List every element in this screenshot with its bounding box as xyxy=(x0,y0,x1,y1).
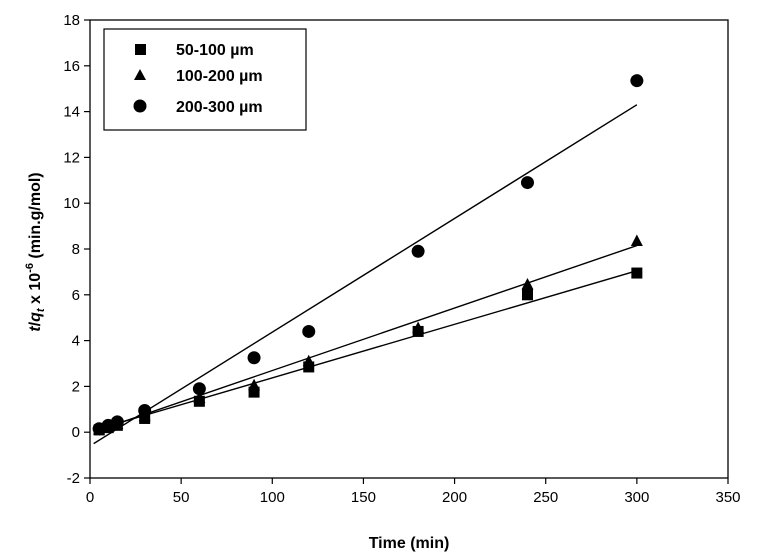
x-tick-label: 0 xyxy=(86,489,94,506)
x-tick-label: 200 xyxy=(442,489,467,506)
legend-marker-triangle xyxy=(134,69,146,80)
y-tick-label: 6 xyxy=(72,287,80,304)
y-axis-title-q: q xyxy=(27,312,44,322)
data-point-series-3 xyxy=(520,176,534,190)
x-tick-label: 250 xyxy=(533,489,558,506)
y-tick-label: 8 xyxy=(72,241,80,258)
x-tick-label: 100 xyxy=(260,489,285,506)
y-tick-label: 12 xyxy=(63,149,80,166)
fit-line-series-1 xyxy=(98,270,638,430)
data-point-series-3 xyxy=(411,244,425,258)
y-tick-label: -2 xyxy=(67,470,80,487)
axis-ticks: 0 50 100 150 200 250 300 350 -2 0 2 4 6 8 10 12 14 16 18 xyxy=(63,12,740,506)
y-axis-title-subscript: t xyxy=(35,307,47,312)
data-point-series-2 xyxy=(248,378,261,391)
data-point-series-3 xyxy=(192,382,206,396)
data-point-series-2 xyxy=(412,321,425,334)
y-tick-label: 0 xyxy=(72,424,80,441)
fit-line-series-3 xyxy=(93,104,638,445)
fit-lines xyxy=(93,104,638,445)
data-point-series-2 xyxy=(630,234,643,246)
x-tick-label: 300 xyxy=(624,489,649,506)
data-point-series-1 xyxy=(521,289,533,301)
data-point-series-2 xyxy=(521,277,534,290)
y-tick-label: 10 xyxy=(63,195,80,212)
x-tick-label: 50 xyxy=(173,489,190,506)
y-axis-title-unit: (min.g/mol) xyxy=(27,172,44,263)
data-point-series-1 xyxy=(631,267,643,279)
data-point-series-2 xyxy=(193,391,206,403)
y-axis-title: t/qt x 10-6 (min.g/mol) xyxy=(24,172,47,331)
data-point-series-3 xyxy=(247,351,261,365)
legend-label-100-200: 100-200 µm xyxy=(176,68,263,85)
y-tick-label: 2 xyxy=(72,378,80,395)
legend: 50-100 µm 100-200 µm 200-300 µm xyxy=(103,28,307,131)
data-point-series-1 xyxy=(248,386,260,398)
data-point-series-3 xyxy=(138,403,152,417)
y-tick-label: 4 xyxy=(72,333,80,350)
data-point-series-3 xyxy=(630,74,644,88)
x-axis-title: Time (min) xyxy=(369,535,450,552)
fit-line-series-2 xyxy=(98,244,638,431)
legend-label-50-100: 50-100 µm xyxy=(176,42,254,59)
y-tick-label: 16 xyxy=(63,58,80,75)
data-point-series-2 xyxy=(302,354,315,367)
y-tick-label: 14 xyxy=(63,104,80,121)
data-point-series-3 xyxy=(302,324,316,338)
plot-frame xyxy=(89,19,729,479)
y-tick-label: 18 xyxy=(63,12,80,29)
legend-marker-circle xyxy=(133,99,147,113)
legend-marker-square xyxy=(135,44,146,55)
y-axis-title-t: t xyxy=(27,326,44,332)
legend-label-200-300: 200-300 µm xyxy=(176,99,263,116)
data-point-series-3 xyxy=(110,415,124,429)
data-points xyxy=(92,74,644,436)
y-axis-title-slash: / xyxy=(27,321,44,326)
x-tick-label: 150 xyxy=(351,489,376,506)
y-axis-title-exponent: -6 xyxy=(24,263,36,273)
x-tick-label: 350 xyxy=(715,489,740,506)
data-point-series-1 xyxy=(303,361,315,373)
y-axis-title-mid: x 10 xyxy=(27,273,44,309)
